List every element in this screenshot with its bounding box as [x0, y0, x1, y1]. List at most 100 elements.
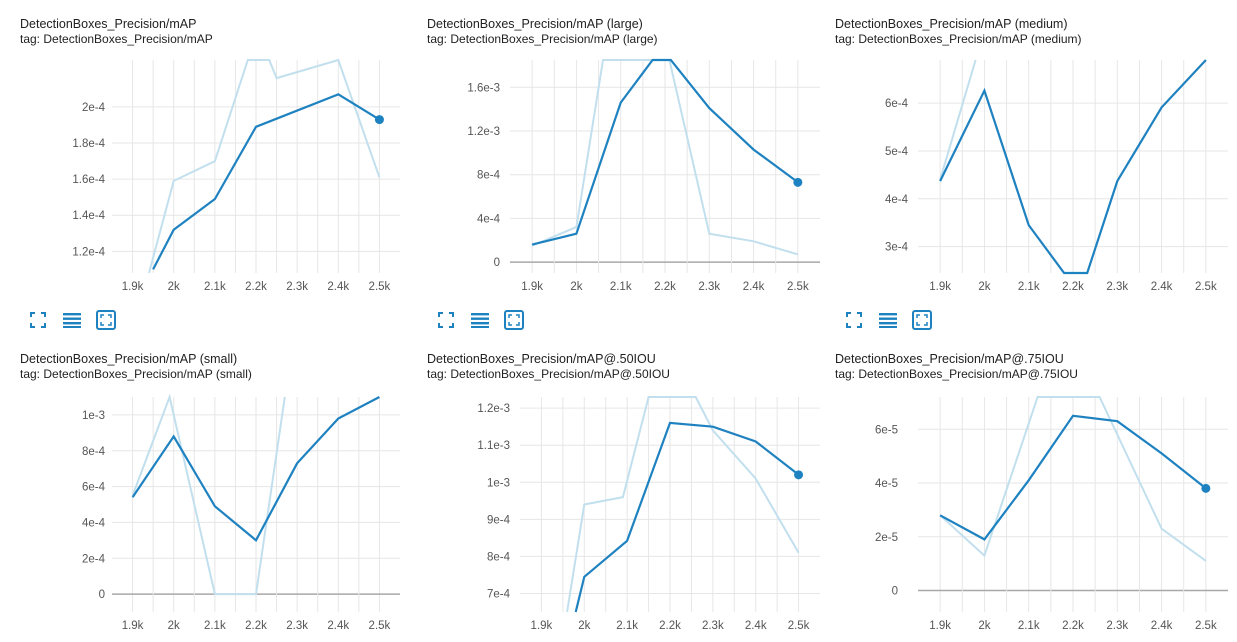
x-tick-label: 2k	[168, 281, 180, 293]
last-value-point	[794, 470, 804, 480]
raw-series-line	[939, 396, 1207, 562]
y-tick-label: 1e-3	[82, 410, 105, 422]
y-tick-label: 6e-5	[875, 424, 898, 436]
chart-card-map-small: DetectionBoxes_Precision/mAP (small) tag…	[20, 352, 420, 642]
chart-card-map-75iou: DetectionBoxes_Precision/mAP@.75IOU tag:…	[835, 352, 1235, 642]
last-value-point	[793, 177, 803, 187]
x-tick-label: 2.1k	[610, 281, 632, 293]
y-tick-label: 8e-4	[477, 170, 501, 182]
toggle-log-scale-icon[interactable]	[469, 309, 491, 331]
x-tick-label: 2k	[978, 281, 990, 293]
chart-map-small[interactable]: 1.9k 2k 2.1k 2.2k 2.3k 2.4k 2.5k 0 2e-4 4e-4 6e-4 8…	[0, 0, 420, 636]
fit-domain-icon[interactable]	[911, 309, 933, 331]
smoothed-series-line	[531, 58, 799, 246]
chart-tag: tag: DetectionBoxes_Precision/mAP (mediu…	[835, 32, 1082, 46]
x-tick-label: 2.1k	[204, 620, 226, 632]
chart-title: DetectionBoxes_Precision/mAP (large)	[427, 17, 643, 31]
x-tick-label: 1.9k	[929, 620, 951, 632]
chart-toolbar	[843, 309, 933, 331]
chart-title: DetectionBoxes_Precision/mAP	[20, 17, 197, 31]
y-tick-label: 2e-4	[82, 553, 106, 565]
chart-toolbar	[27, 309, 117, 331]
y-tick-label: 4e-4	[82, 517, 106, 529]
fit-domain-icon[interactable]	[95, 309, 117, 331]
x-tick-label: 2.4k	[327, 281, 349, 293]
x-tick-label: 2.4k	[743, 281, 765, 293]
chart-map-50iou[interactable]: 1.9k 2k 2.1k 2.2k 2.3k 2.4k 2.5k 7e-4 8e-4 9e-4 1e…	[0, 0, 840, 636]
y-tick-label: 1.6e-4	[72, 174, 105, 186]
smoothed-series-line	[939, 414, 1207, 541]
x-tick-label: 2k	[168, 620, 180, 632]
y-tick-label: 8e-4	[82, 446, 106, 458]
x-tick-label: 2k	[570, 281, 582, 293]
x-tick-label: 2.4k	[745, 620, 767, 632]
x-tick-label: 2.2k	[1062, 620, 1084, 632]
x-tick-label: 1.9k	[521, 281, 543, 293]
x-tick-label: 2.3k	[698, 281, 720, 293]
y-tick-label: 9e-4	[487, 514, 511, 526]
toggle-log-scale-icon[interactable]	[61, 309, 83, 331]
x-tick-label: 2.1k	[204, 281, 226, 293]
fit-domain-icon[interactable]	[503, 309, 525, 331]
x-tick-label: 1.9k	[122, 620, 144, 632]
chart-card-map: DetectionBoxes_Precision/mAP tag: Detect…	[20, 17, 420, 307]
raw-series-line	[939, 59, 977, 180]
chart-title: DetectionBoxes_Precision/mAP (medium)	[835, 17, 1068, 31]
y-tick-label: 0	[494, 257, 500, 269]
chart-card-map-medium: DetectionBoxes_Precision/mAP (medium) ta…	[835, 17, 1235, 307]
fullscreen-icon[interactable]	[435, 309, 457, 331]
x-tick-label: 2.2k	[654, 281, 676, 293]
y-tick-label: 6e-4	[885, 98, 909, 110]
y-tick-label: 1.8e-4	[72, 138, 105, 150]
smoothed-series-line	[574, 421, 800, 613]
y-tick-label: 1.2e-4	[72, 246, 105, 258]
y-tick-label: 0	[892, 586, 898, 598]
smoothed-series-line	[152, 93, 380, 270]
smoothed-series-line	[131, 396, 380, 543]
chart-tag: tag: DetectionBoxes_Precision/mAP@.75IOU	[835, 367, 1078, 381]
x-tick-label: 1.9k	[122, 281, 144, 293]
x-tick-label: 2.4k	[1151, 281, 1173, 293]
chart-tag: tag: DetectionBoxes_Precision/mAP@.50IOU	[427, 367, 670, 381]
chart-title: DetectionBoxes_Precision/mAP@.50IOU	[427, 352, 656, 366]
raw-series-line	[566, 396, 800, 613]
y-tick-label: 4e-5	[875, 478, 898, 490]
y-tick-label: 2e-4	[82, 102, 106, 114]
x-tick-label: 2k	[578, 620, 590, 632]
raw-series-line	[131, 394, 286, 596]
x-tick-label: 2.3k	[286, 281, 308, 293]
fullscreen-icon[interactable]	[843, 309, 865, 331]
x-tick-label: 2.3k	[1106, 620, 1128, 632]
chart-tag: tag: DetectionBoxes_Precision/mAP (large…	[427, 32, 658, 46]
chart-tag: tag: DetectionBoxes_Precision/mAP	[20, 32, 213, 46]
x-tick-label: 2.1k	[1018, 281, 1040, 293]
chart-map[interactable]: 1.9k 2k 2.1k 2.2k 2.3k 2.4k 2.5k 1.2e-4 1.4e-4 1.…	[0, 0, 420, 330]
y-tick-label: 7e-4	[487, 588, 511, 600]
x-tick-label: 2.2k	[1062, 281, 1084, 293]
x-tick-label: 2.5k	[1195, 620, 1217, 632]
x-tick-label: 2.2k	[245, 281, 267, 293]
y-tick-label: 1.4e-4	[72, 210, 105, 222]
smoothed-series-line	[939, 59, 1207, 275]
x-tick-label: 1.9k	[929, 281, 951, 293]
last-value-point	[374, 115, 384, 125]
chart-map-large[interactable]: 1.9k 2k 2.1k 2.2k 2.3k 2.4k 2.5k 0 4e-4 8e-4 1.2e-…	[0, 0, 840, 330]
toggle-log-scale-icon[interactable]	[877, 309, 899, 331]
x-tick-label: 1.9k	[531, 620, 553, 632]
x-tick-label: 2.1k	[616, 620, 638, 632]
chart-title: DetectionBoxes_Precision/mAP (small)	[20, 352, 238, 366]
chart-map-medium[interactable]: 1.9k 2k 2.1k 2.2k 2.3k 2.4k 2.5k 3e-4 4e-4 5e-4 6e…	[0, 0, 1237, 330]
y-tick-label: 1.2e-3	[477, 403, 510, 415]
y-tick-label: 1.2e-3	[467, 126, 500, 138]
chart-card-map-50iou: DetectionBoxes_Precision/mAP@.50IOU tag:…	[427, 352, 827, 642]
y-tick-label: 4e-4	[885, 194, 909, 206]
y-tick-label: 2e-5	[875, 532, 898, 544]
x-tick-label: 2.4k	[327, 620, 349, 632]
x-tick-label: 2.2k	[245, 620, 267, 632]
y-tick-label: 3e-4	[885, 242, 909, 254]
x-tick-label: 2.5k	[788, 620, 810, 632]
fullscreen-icon[interactable]	[27, 309, 49, 331]
y-tick-label: 1e-3	[487, 477, 510, 489]
x-tick-label: 2.4k	[1151, 620, 1173, 632]
